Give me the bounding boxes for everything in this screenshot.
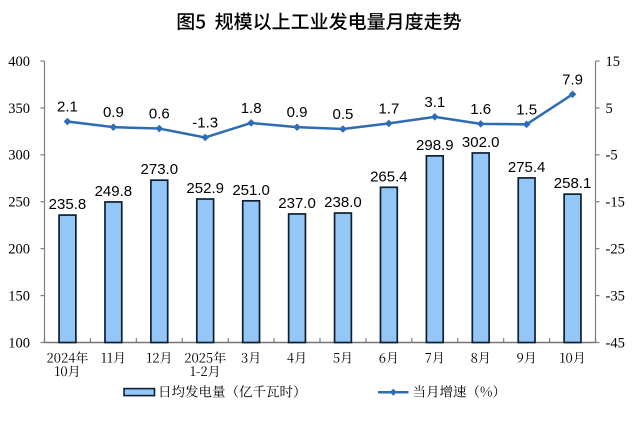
x-axis-category-label: 3月 xyxy=(241,348,261,367)
x-axis-category-label: 7月 xyxy=(425,348,445,367)
x-axis-category-label: 4月 xyxy=(287,348,307,367)
line-value-label: 1.7 xyxy=(378,100,399,117)
bar-value-label: 235.8 xyxy=(49,196,87,213)
bar-value-label: 252.9 xyxy=(186,180,224,197)
line-value-label: 3.1 xyxy=(424,94,445,111)
x-axis-category-label: 2024年 10月 xyxy=(46,348,88,381)
bar-value-label: 273.0 xyxy=(141,161,179,178)
line-marker-diamond xyxy=(63,117,72,126)
line-value-label: 7.9 xyxy=(562,71,583,88)
bar xyxy=(150,179,169,344)
bar xyxy=(471,152,490,344)
line-marker-diamond xyxy=(522,120,531,129)
bar xyxy=(195,198,215,344)
bar-value-label: 251.0 xyxy=(232,182,270,199)
bar xyxy=(104,201,123,344)
line-value-label: 0.9 xyxy=(287,104,308,121)
bar-value-labels: 235.8 249.8 273.0 252.9 251.0 237.0 238.0 265.4… xyxy=(49,134,592,213)
left-axis-tick-label: 150 xyxy=(8,288,30,304)
bar-series xyxy=(58,152,582,344)
line-marker-diamond xyxy=(430,113,439,121)
line-marker-diamond xyxy=(155,124,164,133)
left-axis-tick-label: 300 xyxy=(8,148,30,164)
growth-line xyxy=(67,93,574,139)
right-axis-tick-label: -35 xyxy=(606,288,625,304)
line-marker-diamond xyxy=(247,119,255,127)
line-value-label: -1.3 xyxy=(192,114,218,131)
x-axis-category-label: 11月 xyxy=(101,348,126,367)
chart-title: 图5 规模以上工业发电量月度走势 xyxy=(176,8,461,35)
x-axis-category-label: 12月 xyxy=(146,348,172,367)
bar-value-label: 302.0 xyxy=(462,134,500,151)
legend: 日均发电量（亿千瓦时） 当月增速（%） xyxy=(123,381,506,401)
legend-bar-swatch xyxy=(123,387,156,397)
left-axis-tick-label: 400 xyxy=(8,54,30,70)
line-marker-diamond xyxy=(109,123,118,131)
x-axis-category-label: 10月 xyxy=(559,348,585,367)
axes xyxy=(40,60,600,344)
line-marker-diamond xyxy=(568,90,577,99)
left-axis-tick-labels: 400 350 300 250 200 150 100 xyxy=(8,54,30,351)
bar xyxy=(379,186,399,344)
line-marker-diamond xyxy=(339,125,347,133)
line-value-label: 0.6 xyxy=(149,106,170,123)
x-axis-category-label: 8月 xyxy=(471,348,491,367)
bar-value-label: 265.4 xyxy=(370,168,408,185)
line-value-label: 0.9 xyxy=(103,104,124,121)
bar xyxy=(333,212,353,344)
bar xyxy=(58,214,77,344)
line-marker-diamond xyxy=(476,120,485,128)
x-axis-category-label: 2025年 1-2月 xyxy=(184,348,226,381)
right-axis-tick-label: -15 xyxy=(606,195,625,211)
legend-bar-label: 日均发电量（亿千瓦时） xyxy=(158,381,307,401)
line-value-label: 2.1 xyxy=(57,99,78,116)
line-marker-diamond xyxy=(385,119,393,128)
line-series xyxy=(63,90,577,142)
bar-value-label: 238.0 xyxy=(324,194,362,211)
x-axis-category-label: 5月 xyxy=(333,348,353,367)
right-axis-tick-label: -5 xyxy=(606,148,618,164)
line-value-label: 1.8 xyxy=(241,100,262,117)
bar-value-label: 249.8 xyxy=(95,183,133,200)
bar-value-label: 237.0 xyxy=(278,195,316,212)
right-axis-tick-label: 15 xyxy=(606,54,621,70)
line-value-label: 1.5 xyxy=(516,101,537,118)
bar-value-label: 298.9 xyxy=(416,137,454,154)
left-axis-tick-label: 100 xyxy=(8,335,30,351)
x-axis-category-labels: 2024年 10月 11月 12月 2025年 1-2月 3月 4月 5月 6月 7月 8月 9月 10月 xyxy=(46,348,585,381)
x-axis-category-label: 6月 xyxy=(379,348,399,367)
legend-line-label: 当月增速（%） xyxy=(413,381,506,401)
line-value-label: 1.6 xyxy=(470,101,491,118)
left-axis-tick-label: 200 xyxy=(8,242,30,258)
line-value-label: 0.5 xyxy=(333,106,354,123)
line-marker-diamond xyxy=(201,133,210,142)
legend-line-diamond-icon xyxy=(389,388,397,396)
left-axis-tick-label: 350 xyxy=(8,101,30,117)
bar xyxy=(517,177,536,344)
bar xyxy=(241,199,261,344)
bar xyxy=(287,213,307,344)
bar xyxy=(425,155,445,344)
right-axis-tick-label: 5 xyxy=(606,101,613,117)
bar-value-label: 275.4 xyxy=(508,159,546,176)
bar xyxy=(563,193,582,344)
line-marker-diamond xyxy=(293,123,301,131)
right-axis-tick-label: -25 xyxy=(606,242,625,258)
bar-value-label: 258.1 xyxy=(554,175,592,192)
right-axis-tick-label: -45 xyxy=(606,335,625,351)
right-axis-tick-labels: 15 5 -5 -15 -25 -35 -45 xyxy=(606,54,625,351)
left-axis-tick-label: 250 xyxy=(8,195,30,211)
line-value-labels: 2.1 0.9 0.6 -1.3 1.8 0.9 0.5 1.7 3.1 1.6 1.5 7.9 xyxy=(57,71,583,131)
x-axis-category-label: 9月 xyxy=(516,348,536,367)
